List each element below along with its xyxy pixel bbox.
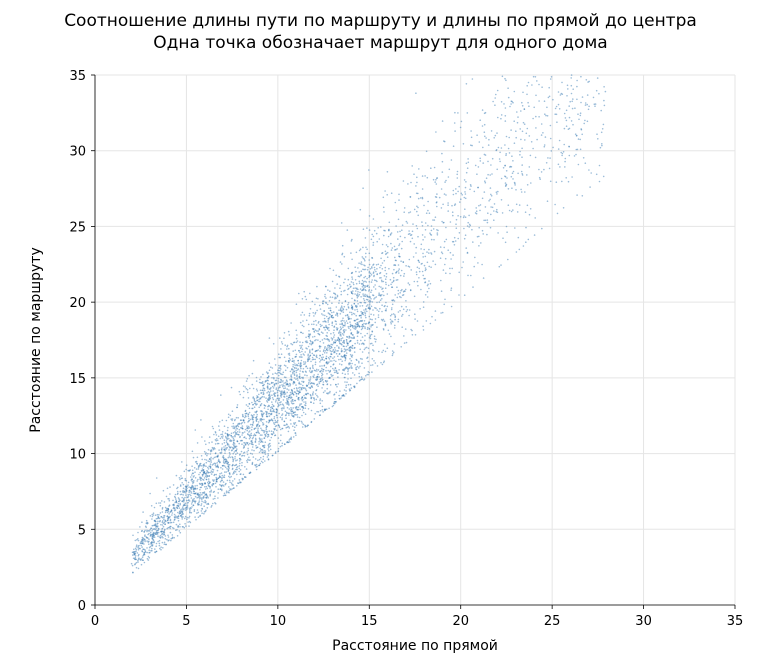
- y-tick-label: 0: [78, 599, 86, 614]
- y-tick-label: 25: [69, 220, 86, 235]
- grid-lines: [95, 75, 735, 605]
- x-tick-label: 15: [361, 614, 378, 629]
- y-tick-label: 30: [69, 145, 86, 160]
- scatter-chart-container: 0 5 10 15 20 25 30 35 0 5 10 15 20 25 30 35 Соотношение…: [0, 0, 761, 663]
- chart-title-line1: Соотношение длины пути по маршруту и дли…: [64, 11, 697, 31]
- x-tick-label: 35: [727, 614, 744, 629]
- x-tick-label: 0: [91, 614, 99, 629]
- x-tick-label: 20: [452, 614, 469, 629]
- scatter-points: [131, 74, 606, 573]
- chart-title-line2: Одна точка обозначает маршрут для одного…: [153, 33, 607, 53]
- y-tick-label: 35: [69, 69, 86, 84]
- x-tick-label: 25: [544, 614, 561, 629]
- x-tick-label: 30: [635, 614, 652, 629]
- y-tick-label: 20: [69, 296, 86, 311]
- tick-labels: 0 5 10 15 20 25 30 35 0 5 10 15 20 25 30 35: [69, 69, 743, 629]
- y-tick-label: 10: [69, 448, 86, 463]
- y-axis-label: Расстояние по маршруту: [28, 247, 44, 433]
- y-tick-label: 5: [78, 523, 86, 538]
- x-axis-label: Расстояние по прямой: [332, 638, 498, 654]
- scatter-chart-svg: 0 5 10 15 20 25 30 35 0 5 10 15 20 25 30 35 Соотношение…: [0, 0, 761, 663]
- axis-spines: [95, 75, 735, 605]
- x-tick-label: 5: [182, 614, 190, 629]
- x-tick-label: 10: [270, 614, 287, 629]
- y-tick-label: 15: [69, 372, 86, 387]
